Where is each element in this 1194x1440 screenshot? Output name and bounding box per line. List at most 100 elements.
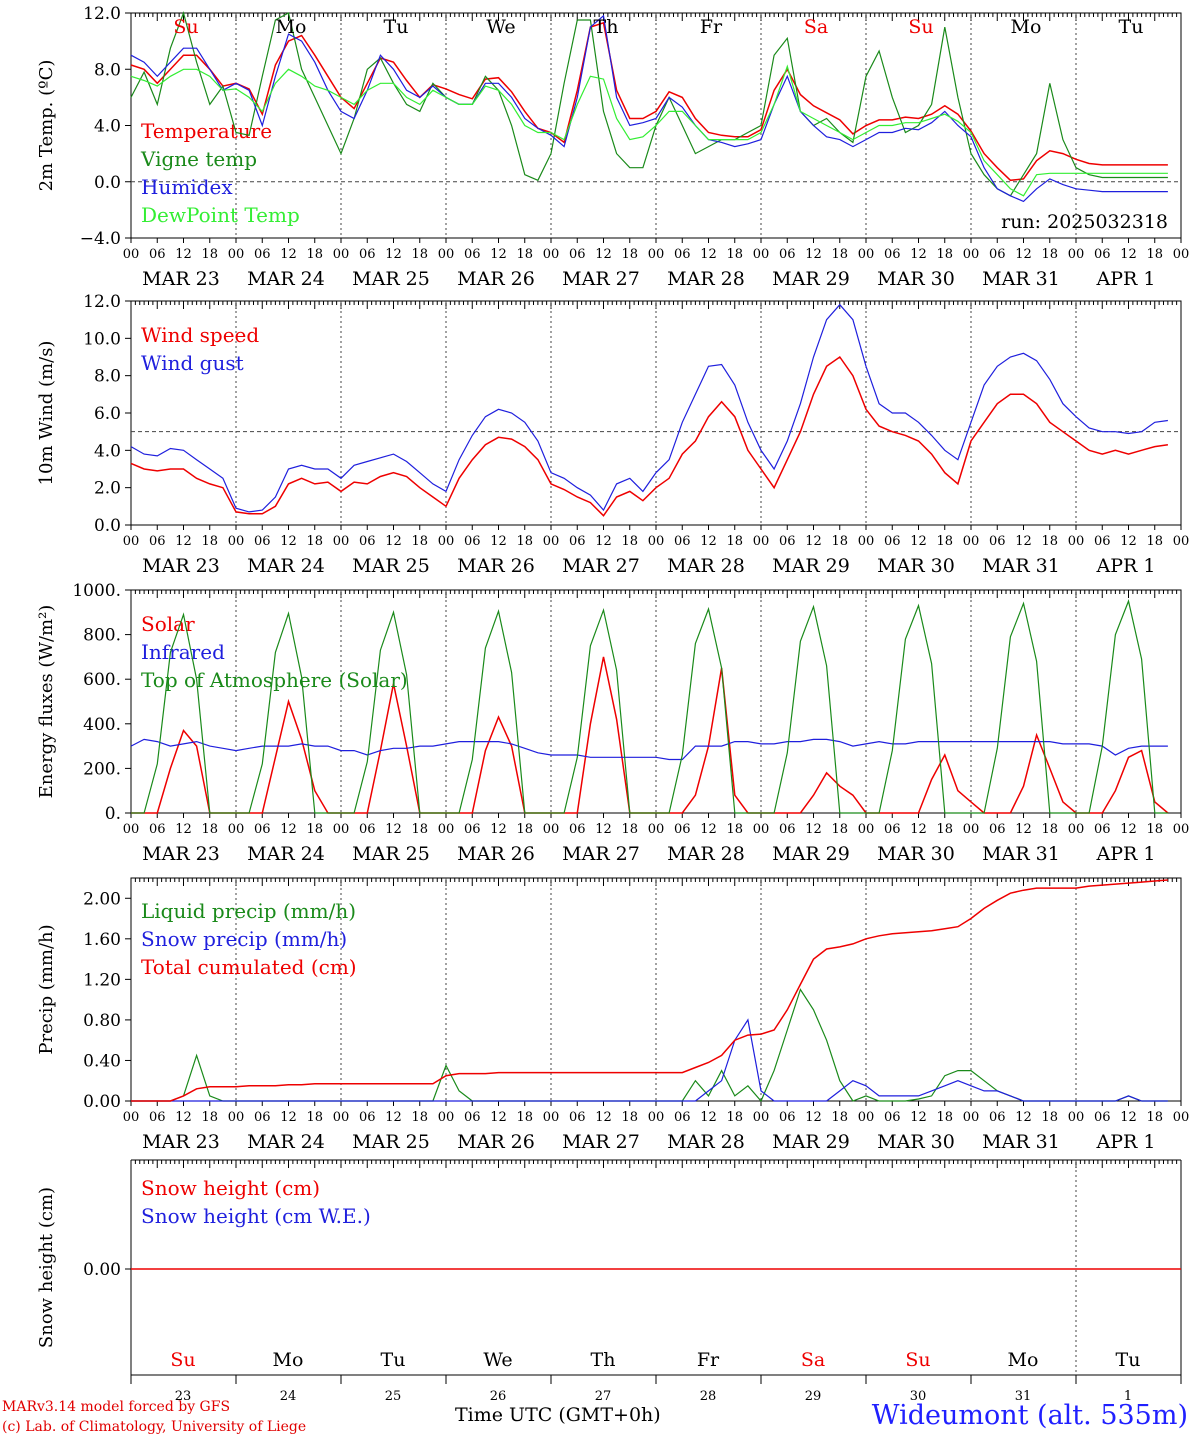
y-tick-label: 10.0 [83,329,121,349]
y-tick-label: 0.00 [83,1092,121,1112]
date-label: APR 1 [1096,268,1156,290]
weekday-label-bottom: Tu [1116,1349,1141,1371]
weekday-label-top: Tu [1119,16,1144,38]
x-tick-label: 18 [1041,534,1058,549]
x-tick-label: 00 [1068,247,1085,262]
x-tick-label: 12 [1120,247,1137,262]
date-label: MAR 28 [667,843,745,865]
x-tick-label: 06 [884,247,901,262]
x-tick-label: 00 [438,247,455,262]
x-tick-label: 12 [490,534,507,549]
x-tick-label: 18 [411,534,428,549]
x-tick-label: 00 [438,534,455,549]
date-label: MAR 29 [772,268,850,290]
weekday-label-top: Tu [384,16,409,38]
weekday-label-bottom: Su [170,1349,195,1371]
x-tick-label: 06 [674,1110,691,1125]
x-tick-label: 12 [700,534,717,549]
x-tick-label: 12 [910,1110,927,1125]
x-tick-label: 00 [228,1110,245,1125]
x-tick-label: 12 [280,1110,297,1125]
x-tick-label: 12 [1120,534,1137,549]
day-number: 29 [805,1389,822,1404]
x-tick-label: 00 [123,822,140,837]
x-tick-label: 12 [280,822,297,837]
x-tick-label: 18 [1146,534,1163,549]
x-tick-label: 12 [700,822,717,837]
weekday-label-top: Mo [276,16,307,38]
day-number: 31 [1015,1389,1032,1404]
date-label: MAR 25 [352,555,430,577]
x-tick-label: 00 [963,1110,980,1125]
x-tick-label: 00 [858,822,875,837]
x-tick-label: 06 [779,534,796,549]
x-tick-label: 00 [648,1110,665,1125]
x-tick-label: 12 [385,247,402,262]
legend-entry: Infrared [141,640,225,664]
x-tick-label: 12 [385,534,402,549]
x-tick-label: 12 [1120,822,1137,837]
x-tick-label: 18 [936,1110,953,1125]
x-tick-label: 06 [674,534,691,549]
series-line-blue [131,1018,1168,1102]
x-tick-label: 00 [1173,247,1190,262]
weekday-label-top: Th [594,16,619,38]
y-tick-label: 600. [83,670,121,690]
x-tick-label: 00 [648,247,665,262]
y-tick-label: 0.0 [94,173,121,193]
x-tick-label: 00 [753,247,770,262]
date-label: MAR 25 [352,1131,430,1153]
x-tick-label: 06 [149,822,166,837]
x-tick-label: 12 [910,534,927,549]
x-tick-label: 12 [490,822,507,837]
y-tick-label: 12.0 [83,292,121,312]
weekday-label-bottom: We [483,1349,512,1371]
x-tick-label: 00 [543,822,560,837]
date-label: APR 1 [1096,843,1156,865]
x-tick-label: 18 [621,822,638,837]
date-label: APR 1 [1096,555,1156,577]
x-tick-label: 12 [805,534,822,549]
x-tick-label: 18 [306,534,323,549]
day-number: 23 [175,1389,192,1404]
weekday-label-top: We [486,16,515,38]
weekday-label-bottom: Th [591,1349,616,1371]
x-tick-label: 18 [621,534,638,549]
legend-entry: Total cumulated (cm) [141,955,357,979]
x-tick-label: 06 [884,534,901,549]
y-axis-title: Precip (mm/h) [36,924,57,1054]
x-tick-label: 18 [201,534,218,549]
x-tick-label: 12 [280,247,297,262]
series-line-lightgreen [130,64,1168,197]
model-credit: MARv3.14 model forced by GFS [2,1399,231,1415]
x-tick-label: 00 [858,1110,875,1125]
y-tick-label: 6.0 [94,404,121,424]
x-tick-label: 12 [910,822,927,837]
x-tick-label: 12 [700,1110,717,1125]
date-label: MAR 28 [667,555,745,577]
x-tick-label: 00 [123,534,140,549]
x-tick-label: 00 [1068,1110,1085,1125]
date-label: MAR 24 [247,1131,325,1153]
x-tick-label: 12 [805,247,822,262]
x-tick-label: 06 [989,1110,1006,1125]
weekday-label-bottom: Sa [801,1349,825,1371]
x-tick-label: 06 [569,247,586,262]
x-tick-label: 00 [228,534,245,549]
x-tick-label: 12 [595,534,612,549]
legend-entry: Snow height (cm W.E.) [141,1204,371,1228]
x-tick-label: 00 [543,1110,560,1125]
x-tick-label: 06 [1094,822,1111,837]
day-number: 25 [385,1389,402,1404]
y-tick-label: 0.0 [94,516,121,536]
x-tick-label: 18 [306,1110,323,1125]
x-tick-label: 00 [963,247,980,262]
date-label: MAR 26 [457,555,535,577]
date-label: MAR 23 [142,843,220,865]
y-tick-label: 8.0 [94,60,121,80]
day-number: 27 [595,1389,612,1404]
x-tick-label: 06 [359,247,376,262]
date-label: MAR 24 [247,555,325,577]
date-label: MAR 25 [352,268,430,290]
